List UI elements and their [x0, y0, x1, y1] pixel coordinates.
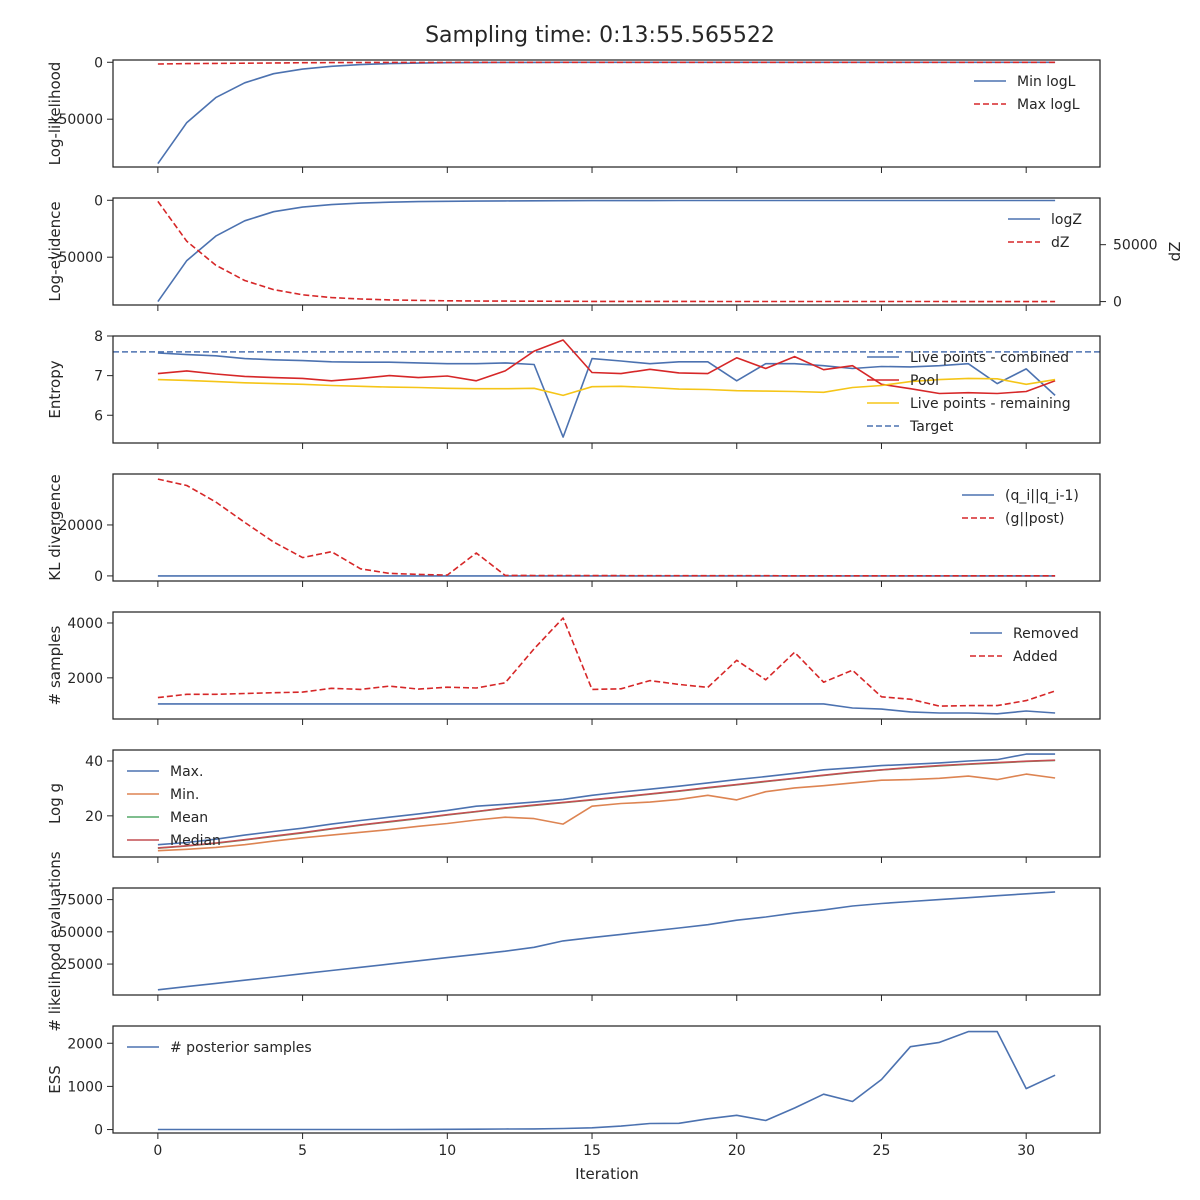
x-tick-label: 20: [728, 1143, 746, 1159]
y-axis-label: Log-likelihood: [46, 62, 64, 166]
series-line--g-post-: [157, 478, 1056, 577]
panel-entropy: 6 7 8 Entropy Live points - combined Pool Live…: [46, 329, 1101, 449]
series-line-pool: [157, 339, 1056, 395]
panel-likelihood-evals: 25000 50000 75000# likelihood evaluations: [46, 851, 1101, 1032]
y-tick-label: 25000: [58, 957, 103, 973]
y2-tick-label: 50000: [1113, 238, 1158, 254]
axes-frame: [112, 335, 1101, 444]
x-tick-label: 15: [583, 1143, 601, 1159]
y-axis-label: Log g: [46, 783, 64, 824]
legend-label: Median: [170, 833, 221, 849]
series-line-logz: [157, 199, 1056, 303]
plot-area: [157, 617, 1056, 715]
y-axis-label: KL divergence: [46, 474, 64, 580]
axes-frame: [112, 59, 1101, 168]
x-tick-label: 0: [153, 1143, 162, 1159]
y-tick-label: 8: [94, 329, 103, 345]
plot-area: [157, 753, 1056, 852]
plot-area: [157, 891, 1056, 991]
y-axis-label: # samples: [46, 625, 64, 705]
series-line-min-: [157, 773, 1056, 852]
plot-area: [113, 339, 1100, 438]
y-tick-label: 50000: [58, 925, 103, 941]
legend-label: # posterior samples: [170, 1040, 312, 1056]
y-tick-label: 4000: [67, 616, 103, 632]
legend-label: Min logL: [1017, 74, 1076, 90]
series-line-max-: [157, 753, 1056, 846]
legend-label: Max.: [170, 764, 203, 780]
legend-label: Live points - remaining: [910, 396, 1071, 412]
legend-label: Mean: [170, 810, 208, 826]
legend-label: logZ: [1051, 212, 1082, 228]
x-tick-label: 25: [873, 1143, 891, 1159]
series-line-dz: [157, 200, 1056, 303]
series-line-live-points-combined: [157, 352, 1056, 438]
series-line-median: [157, 759, 1056, 849]
y2-tick-label: 0: [1113, 295, 1122, 311]
y-tick-label: 2000: [67, 1036, 103, 1052]
legend-label: Removed: [1013, 626, 1079, 642]
figure-title: Sampling time: 0:13:55.565522: [425, 23, 775, 48]
x-tick-label: 5: [298, 1143, 307, 1159]
y-tick-label: −50000: [47, 250, 103, 266]
y-tick-label: 6: [94, 408, 103, 424]
x-axis-label: Iteration: [575, 1165, 639, 1183]
legend-label: Pool: [910, 373, 939, 389]
plot-area: [157, 199, 1056, 303]
y-axis-label: Entropy: [46, 360, 64, 418]
series-line-data: [157, 891, 1056, 991]
y-tick-label: 0: [94, 193, 103, 209]
y2-axis-label: dZ: [1166, 242, 1184, 262]
y-axis-label: # likelihood evaluations: [46, 851, 64, 1031]
legend-label: (g||post): [1005, 511, 1064, 527]
series-line-live-points-remaining: [157, 377, 1056, 397]
panel-samples: 2000 4000# samples Removed Added: [46, 611, 1101, 725]
axes-frame: [112, 749, 1101, 858]
y-tick-label: −50000: [47, 112, 103, 128]
x-tick-label: 30: [1017, 1143, 1035, 1159]
series-line-removed: [157, 703, 1056, 715]
plot-area: [157, 478, 1056, 577]
series-line-max-logl: [157, 61, 1056, 65]
y-tick-label: 0: [94, 569, 103, 585]
y-axis-label: Log-evidence: [46, 201, 64, 301]
panel-logg: 20 40 Log g Max. Min. Mean Median: [46, 749, 1101, 863]
y-tick-label: 20000: [58, 518, 103, 534]
legend-label: (q_i||q_i-1): [1005, 488, 1079, 504]
plot-area: [157, 1030, 1056, 1131]
y-tick-label: 1000: [67, 1079, 103, 1095]
legend-label: Added: [1013, 649, 1058, 665]
y-tick-label: 40: [85, 754, 103, 770]
legend-label: Min.: [170, 787, 199, 803]
y-tick-label: 20: [85, 809, 103, 825]
legend-label: Target: [909, 419, 954, 435]
axes-frame: [112, 611, 1101, 720]
y-tick-label: 2000: [67, 671, 103, 687]
legend-label: Max logL: [1017, 97, 1080, 113]
x-tick-label: 10: [438, 1143, 456, 1159]
series-line-added: [157, 617, 1056, 707]
axes-frame: [112, 473, 1101, 582]
y-tick-label: 7: [94, 369, 103, 385]
axes-frame: [112, 1025, 1101, 1134]
plot-area: [157, 61, 1056, 165]
legend-label: Live points - combined: [910, 350, 1069, 366]
y-tick-label: 0: [94, 1123, 103, 1139]
y-axis-label: ESS: [46, 1065, 64, 1094]
axes-frame: [112, 887, 1101, 996]
axes-frame: [112, 197, 1101, 306]
y-tick-label: 0: [94, 55, 103, 71]
y-tick-label: 75000: [58, 893, 103, 909]
series-line-min-logl: [157, 61, 1056, 165]
series-line--posterior-samples: [157, 1030, 1056, 1131]
legend-label: dZ: [1051, 235, 1069, 251]
